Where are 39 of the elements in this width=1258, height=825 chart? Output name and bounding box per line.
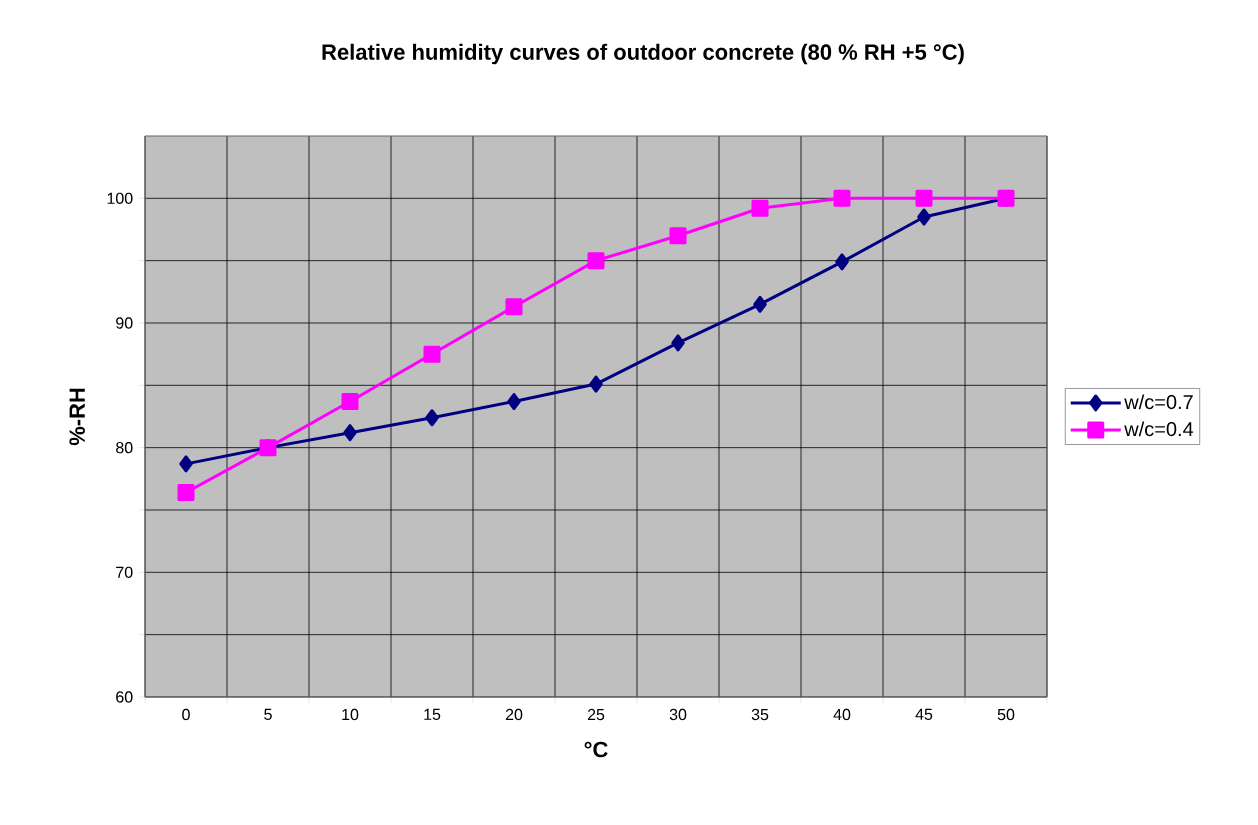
- x-tick-label: 45: [915, 708, 933, 721]
- point: [751, 199, 769, 217]
- point: [671, 334, 685, 352]
- point: [589, 375, 603, 393]
- point: [835, 253, 849, 271]
- point: [507, 393, 521, 411]
- point: [423, 345, 441, 363]
- point: [505, 298, 523, 316]
- legend-label: w/c=0.4: [1124, 421, 1194, 437]
- legend-label: w/c=0.7: [1124, 394, 1193, 410]
- x-tick-label: 30: [669, 708, 687, 721]
- x-tick-label: 40: [833, 708, 851, 721]
- x-tick-label: 15: [424, 708, 441, 721]
- y-tick-label: 70: [116, 566, 133, 578]
- point: [587, 252, 605, 270]
- x-tick-label: 35: [751, 708, 769, 721]
- x-tick-label: 10: [342, 708, 359, 721]
- point: [341, 393, 359, 411]
- point: [179, 455, 193, 473]
- y-tick-label: 60: [116, 691, 133, 703]
- y-axis-title: %-RH: [69, 388, 85, 446]
- chart-title: Relative humidity curves of outdoor concrete (80 % RH +5 °C): [322, 43, 964, 65]
- x-tick-label: 25: [587, 708, 605, 721]
- x-tick-label: 0: [182, 708, 190, 721]
- y-tick-label: 100: [107, 192, 133, 204]
- y-tick-label: 80: [116, 441, 133, 454]
- point: [425, 409, 439, 427]
- x-axis-title: °C: [584, 741, 608, 758]
- point: [753, 295, 767, 313]
- point: [915, 189, 933, 207]
- point: [177, 484, 195, 502]
- x-tick-label: 50: [997, 708, 1015, 721]
- x-tick-label: 20: [505, 708, 523, 721]
- point: [343, 424, 357, 442]
- point: [917, 208, 931, 226]
- y-tick-label: 90: [116, 317, 133, 329]
- x-tick-label: 5: [264, 708, 272, 721]
- point: [833, 189, 851, 207]
- point: [669, 227, 687, 245]
